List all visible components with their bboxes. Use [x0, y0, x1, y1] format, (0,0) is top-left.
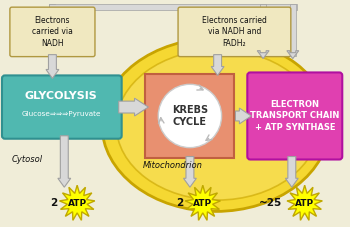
Ellipse shape [102, 38, 329, 211]
Text: 2: 2 [50, 198, 57, 208]
Text: 2: 2 [176, 198, 183, 208]
Polygon shape [287, 51, 299, 59]
Text: ELECTRON
TRANSPORT CHAIN
+ ATP SYNTHASE: ELECTRON TRANSPORT CHAIN + ATP SYNTHASE [250, 100, 340, 132]
Text: Electrons
carried via
NADH: Electrons carried via NADH [32, 16, 73, 48]
FancyBboxPatch shape [145, 74, 234, 158]
Polygon shape [287, 185, 322, 220]
Text: Electrons carried
via NADH and
FADH₂: Electrons carried via NADH and FADH₂ [202, 16, 267, 48]
Polygon shape [60, 185, 95, 220]
Text: ATP: ATP [193, 199, 212, 207]
Text: Cytosol: Cytosol [12, 155, 43, 163]
Text: ATP: ATP [295, 199, 314, 207]
Text: KREBS
CYCLE: KREBS CYCLE [172, 105, 208, 127]
Text: Glucose⇒⇒⇒Pyruvate: Glucose⇒⇒⇒Pyruvate [22, 111, 101, 117]
Bar [49, 4, 297, 10]
Bar [290, 4, 296, 56]
Bar [49, 10, 55, 11]
Polygon shape [119, 98, 148, 116]
Ellipse shape [116, 50, 319, 200]
Text: ATP: ATP [68, 199, 87, 207]
Polygon shape [183, 157, 196, 187]
FancyBboxPatch shape [10, 7, 95, 57]
Text: ~25: ~25 [259, 198, 282, 208]
FancyBboxPatch shape [2, 75, 122, 139]
Polygon shape [185, 185, 220, 220]
FancyBboxPatch shape [247, 72, 342, 160]
FancyBboxPatch shape [178, 7, 291, 57]
Bar [260, 4, 266, 56]
Polygon shape [58, 136, 71, 187]
Polygon shape [46, 55, 59, 78]
Polygon shape [211, 55, 224, 75]
Bar [49, 4, 55, 9]
Polygon shape [236, 108, 251, 124]
Circle shape [158, 84, 222, 148]
Text: Mitochondrion: Mitochondrion [143, 161, 203, 170]
Polygon shape [285, 157, 298, 187]
Text: GLYCOLYSIS: GLYCOLYSIS [25, 91, 98, 101]
Polygon shape [257, 51, 269, 59]
